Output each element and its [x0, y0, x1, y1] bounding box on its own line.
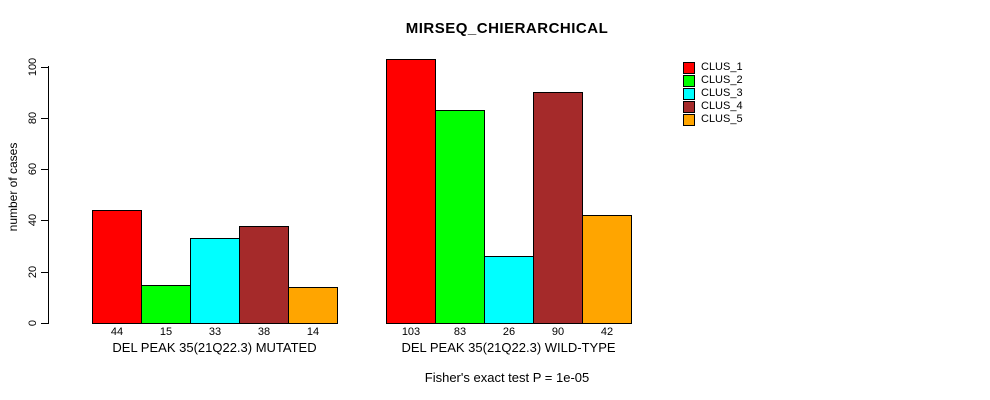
bar-value-label: 38: [257, 326, 271, 338]
legend-swatch: [683, 100, 695, 113]
x-group-label: DEL PEAK 35(21Q22.3) MUTATED: [112, 340, 317, 355]
bar: [92, 210, 142, 324]
bar: [582, 215, 632, 324]
bar-value-label: 90: [551, 326, 565, 338]
bar: [435, 110, 485, 324]
plot-title: MIRSEQ_CHIERARCHICAL: [405, 20, 609, 37]
y-axis-title: number of cases: [6, 142, 20, 232]
bar-value-label: 103: [401, 326, 421, 338]
legend-label: CLUS_4: [701, 100, 743, 112]
bar: [239, 226, 289, 324]
y-axis-tick-label: 100: [27, 57, 39, 77]
bar-value-label: 33: [208, 326, 222, 338]
legend-item: CLUS_3: [683, 87, 743, 100]
y-axis-tick: [41, 67, 48, 68]
bar: [533, 92, 583, 324]
legend-swatch: [683, 61, 695, 74]
y-axis-tick: [41, 169, 48, 170]
legend-item: CLUS_4: [683, 100, 743, 113]
y-axis-tick: [41, 272, 48, 273]
bar-value-label: 14: [306, 326, 320, 338]
legend-label: CLUS_3: [701, 87, 743, 99]
bar-value-label: 42: [600, 326, 614, 338]
y-axis-tick: [41, 323, 48, 324]
legend-item: CLUS_1: [683, 61, 743, 74]
legend-item: CLUS_2: [683, 74, 743, 87]
bar: [190, 238, 240, 324]
bar: [288, 287, 338, 324]
legend-swatch: [683, 113, 695, 126]
y-axis-tick-label: 40: [27, 213, 39, 227]
footer-annotation: Fisher's exact test P = 1e-05: [424, 370, 590, 385]
y-axis-tick-label: 0: [27, 319, 39, 327]
legend-item: CLUS_5: [683, 113, 743, 126]
y-axis-tick: [41, 118, 48, 119]
y-axis-tick: [41, 220, 48, 221]
y-axis-line: [48, 66, 49, 324]
legend-label: CLUS_2: [701, 74, 743, 86]
bar-value-label: 26: [502, 326, 516, 338]
x-group-label: DEL PEAK 35(21Q22.3) WILD-TYPE: [401, 340, 616, 355]
y-axis-tick-label: 60: [27, 162, 39, 176]
y-axis-tick-label: 80: [27, 111, 39, 125]
legend: CLUS_1 CLUS_2 CLUS_3 CLUS_4 CLUS_5: [683, 61, 743, 127]
bar-value-label: 15: [159, 326, 173, 338]
bar: [141, 285, 191, 324]
bar-value-label: 44: [110, 326, 124, 338]
bar: [484, 256, 534, 324]
legend-label: CLUS_5: [701, 113, 743, 125]
bar-value-label: 83: [453, 326, 467, 338]
legend-label: CLUS_1: [701, 61, 743, 73]
legend-swatch: [683, 74, 695, 87]
bar: [386, 59, 436, 324]
legend-swatch: [683, 87, 695, 100]
y-axis-tick-label: 20: [27, 265, 39, 279]
